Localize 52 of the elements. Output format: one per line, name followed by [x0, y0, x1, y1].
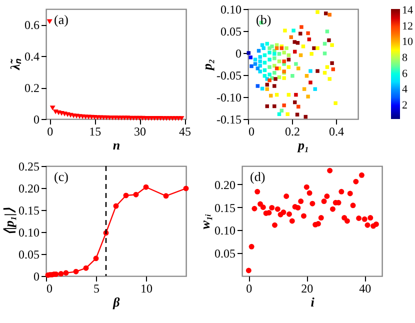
y-tick-label: 0.2	[24, 81, 40, 96]
x-tick-label: 0	[248, 124, 254, 138]
y-tick-label: 0	[34, 270, 40, 284]
y-tick-label: 0.05	[18, 248, 40, 262]
annotation: (a)	[54, 12, 68, 27]
x-tick-label: 15	[89, 124, 102, 138]
y-tick-label: 0.25	[18, 160, 40, 174]
y-axis-title: p₂	[200, 58, 215, 72]
y-axis-title: ⟨|p₁|⟩	[2, 207, 16, 235]
x-tick-label: 45	[179, 124, 191, 138]
y-tick-label: 0.4	[24, 50, 40, 64]
y-tick-label: 0.10	[214, 224, 236, 238]
y-tick-label: 0	[236, 46, 242, 60]
x-tick-label: 0	[246, 282, 252, 296]
x-tick-label: 0.4	[329, 124, 344, 138]
x-tick-label: 30	[134, 124, 146, 138]
x-tick-label: 0.2	[285, 124, 300, 138]
x-axis-title: i	[310, 294, 315, 310]
y-tick-label: 0.05	[214, 246, 236, 261]
y-tick-label: 0.20	[18, 182, 40, 196]
annotation: (c)	[54, 169, 68, 184]
y-tick-label: 0.20	[214, 178, 236, 192]
y-tick-label: 0.15	[18, 204, 40, 218]
x-tick-label: 0	[46, 282, 52, 296]
y-tick-label: 0	[34, 112, 40, 126]
y-tick-label: -0.10	[216, 90, 242, 104]
color-bar-label: 10	[402, 36, 414, 48]
y-axis-title: w₁ᵢ	[198, 214, 212, 230]
color-bar-label: 2	[402, 100, 408, 112]
y-axis-title: λ̃ₙ	[8, 58, 22, 71]
x-tick-label: 40	[359, 282, 372, 296]
annotation: (b)	[256, 12, 272, 27]
annotation: (d)	[250, 169, 266, 184]
x-axis-title: p₁	[296, 138, 310, 152]
color-bar-label: 12	[402, 20, 413, 32]
y-tick-label: 0.10	[18, 226, 40, 240]
y-tick-label: 0.10	[220, 2, 242, 16]
y-tick-label: 0.05	[220, 24, 242, 38]
color-bar-label: 8	[402, 52, 408, 64]
x-tick-label: 0	[47, 124, 54, 138]
color-bar-label: 4	[402, 84, 408, 96]
y-tick-label: 0.15	[214, 200, 236, 215]
y-tick-label: -0.15	[216, 112, 242, 126]
color-bar-label: 6	[402, 68, 408, 80]
x-tick-label: 5	[94, 282, 100, 296]
x-axis-title: β	[112, 294, 120, 310]
y-tick-label: 0.6	[24, 18, 40, 32]
color-bar-label: 14	[402, 4, 414, 17]
y-tick-label: -0.05	[216, 68, 242, 82]
x-axis-title: n	[112, 138, 120, 152]
x-tick-label: 20	[301, 282, 314, 296]
x-tick-label: 10	[140, 282, 152, 296]
